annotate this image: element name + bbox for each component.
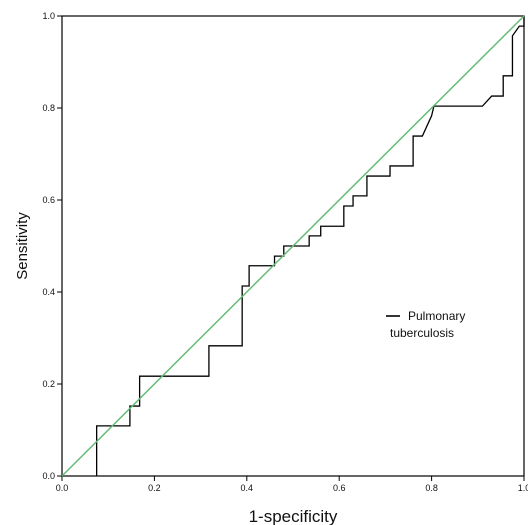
legend-label-line1: Pulmonary [408, 309, 465, 323]
reference-diagonal-line [61, 15, 525, 477]
y-axis-title: Sensitivity [14, 212, 31, 280]
y-tick-label: 0.2 [42, 379, 55, 389]
x-tick-label: 1.0 [518, 483, 528, 493]
legend-label-line2: tuberculosis [390, 326, 454, 340]
plot-frame [61, 15, 525, 477]
x-tick-label: 0.0 [56, 483, 69, 493]
roc-curve-line [96, 16, 525, 476]
x-tick-label: 0.4 [241, 483, 254, 493]
y-tick-label: 1.0 [42, 11, 55, 21]
x-tick-label: 0.2 [148, 483, 161, 493]
x-tick-label: 0.8 [425, 483, 438, 493]
y-tick-label: 0.6 [42, 195, 55, 205]
y-tick-label: 0.8 [42, 103, 55, 113]
y-tick-label: 0.0 [42, 471, 55, 481]
x-axis-title: 1-specificity [249, 507, 338, 525]
y-tick-label: 0.4 [42, 287, 55, 297]
x-tick-label: 0.6 [333, 483, 346, 493]
